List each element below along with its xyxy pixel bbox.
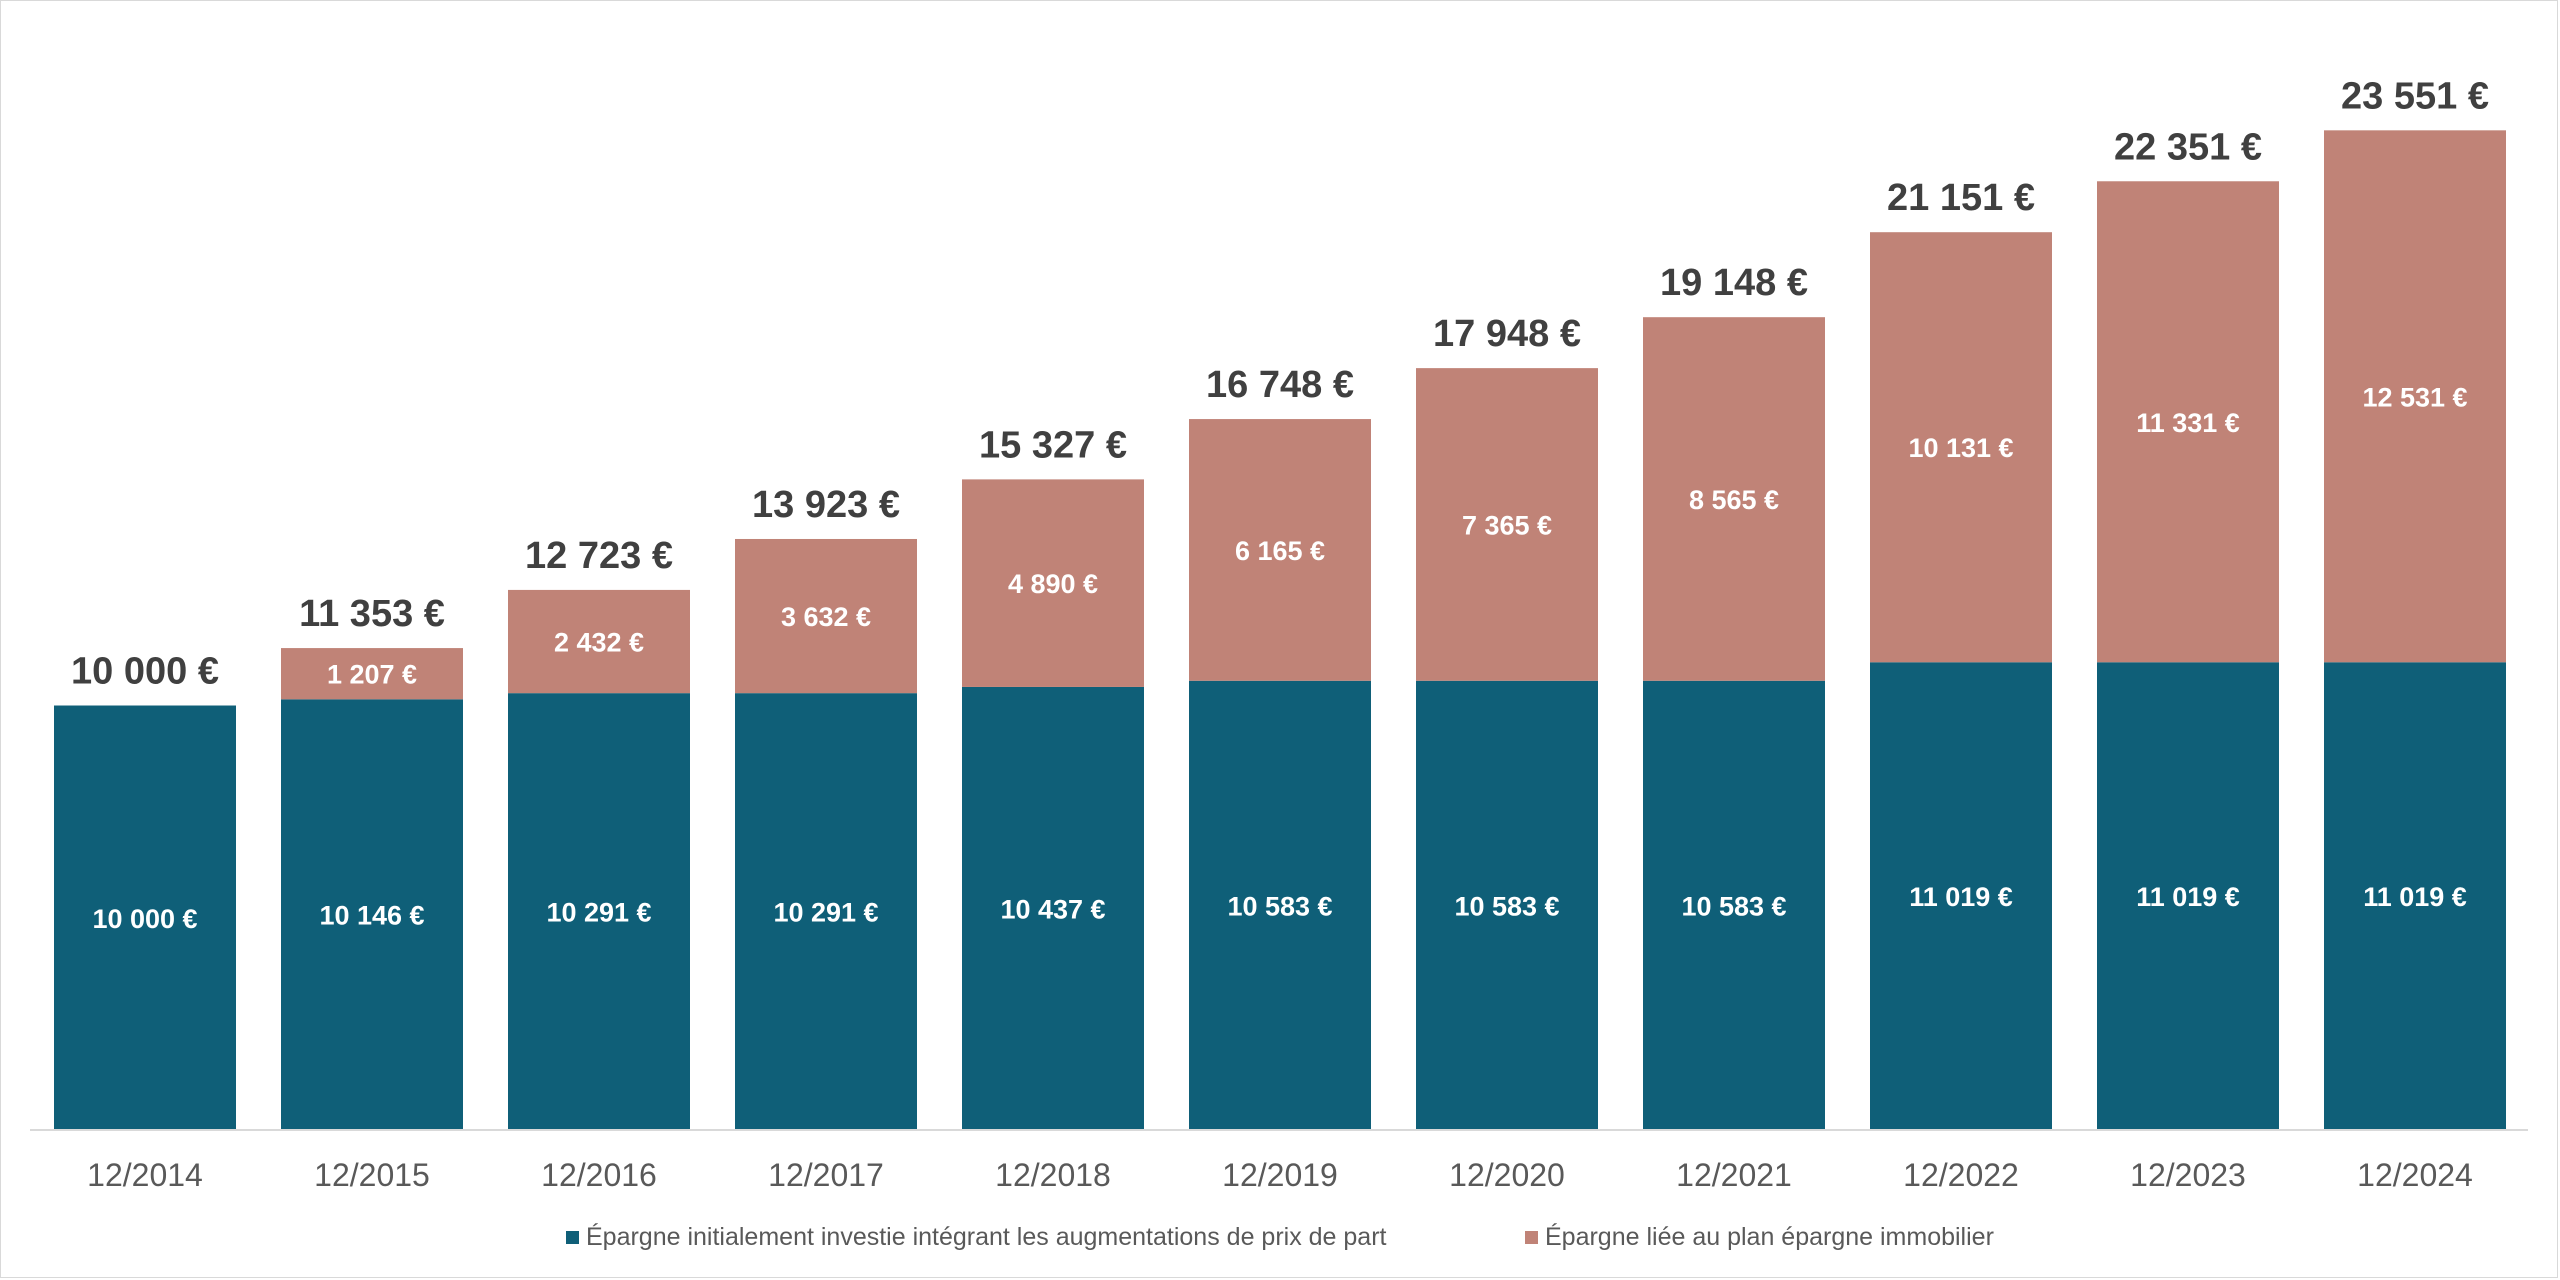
bar-total-label: 13 923 € <box>752 484 900 526</box>
bar-total-label: 19 148 € <box>1660 262 1808 304</box>
x-tick-label: 12/2024 <box>2357 1157 2473 1193</box>
segment-value-label: 10 437 € <box>1000 894 1105 924</box>
segment-value-label: 7 365 € <box>1462 510 1552 540</box>
bar-segment-series-1 <box>54 705 236 1130</box>
segment-value-label: 10 291 € <box>773 898 878 928</box>
bar-segment-series-1 <box>1416 680 1598 1130</box>
bar-segment-series-2 <box>2324 130 2506 663</box>
x-tick-label: 12/2015 <box>314 1157 430 1193</box>
bars-group: 10 000 € 10 000 € 10 146 € 1 207 € 11 353 € 1… <box>54 75 2506 1130</box>
bar-total-label: 21 151 € <box>1887 177 2035 219</box>
x-tick-label: 12/2019 <box>1222 1157 1338 1193</box>
segment-value-label: 10 146 € <box>319 901 424 931</box>
bar-total-label: 15 327 € <box>979 424 1127 466</box>
segment-value-label: 3 632 € <box>781 602 871 632</box>
x-tick-labels: 12/2014 12/2015 12/2016 12/2017 12/2018 12/20… <box>87 1157 2473 1193</box>
bar-segment-series-1 <box>2324 662 2506 1130</box>
segment-value-label: 10 131 € <box>1908 433 2013 463</box>
segment-value-label: 11 019 € <box>1909 882 2013 912</box>
bar-segment-series-1 <box>1189 680 1371 1130</box>
x-tick-label: 12/2016 <box>541 1157 657 1193</box>
bar-segment-series-1 <box>962 686 1144 1130</box>
bar-total-label: 17 948 € <box>1433 313 1581 355</box>
legend: Épargne initialement investie intégrant … <box>566 1222 1994 1251</box>
x-tick-label: 12/2022 <box>1903 1157 2019 1193</box>
segment-value-label: 2 432 € <box>554 628 644 658</box>
bar-segment-series-1 <box>1870 662 2052 1130</box>
x-tick-label: 12/2021 <box>1676 1157 1792 1193</box>
bar-segment-series-1 <box>2097 662 2279 1130</box>
bar-segment-series-1 <box>508 693 690 1130</box>
x-tick-label: 12/2018 <box>995 1157 1111 1193</box>
bar-segment-series-2 <box>1643 317 1825 681</box>
x-tick-label: 12/2023 <box>2130 1157 2246 1193</box>
bar-segment-series-1 <box>281 699 463 1130</box>
bar-segment-series-1 <box>735 693 917 1130</box>
bar-total-label: 23 551 € <box>2341 75 2489 117</box>
legend-swatch-series-2 <box>1525 1231 1538 1244</box>
segment-value-label: 10 000 € <box>92 904 197 934</box>
segment-value-label: 6 165 € <box>1235 536 1325 566</box>
legend-swatch-series-1 <box>566 1231 579 1244</box>
legend-label-series-1: Épargne initialement investie intégrant … <box>586 1222 1387 1251</box>
x-tick-label: 12/2020 <box>1449 1157 1565 1193</box>
bar-segment-series-2 <box>508 589 690 694</box>
bar-segment-series-2 <box>1870 232 2052 663</box>
bar-segment-series-2 <box>1416 368 1598 681</box>
segment-value-label: 10 583 € <box>1454 891 1559 921</box>
segment-value-label: 1 207 € <box>327 660 417 690</box>
bar-segment-series-2 <box>735 538 917 694</box>
x-tick-label: 12/2017 <box>768 1157 884 1193</box>
legend-label-series-2: Épargne liée au plan épargne immobilier <box>1545 1222 1994 1251</box>
bar-segment-series-1 <box>1643 680 1825 1130</box>
x-tick-label: 12/2014 <box>87 1157 203 1193</box>
segment-value-label: 4 890 € <box>1008 569 1098 599</box>
bar-total-label: 22 351 € <box>2114 126 2262 168</box>
bar-total-label: 16 748 € <box>1206 364 1354 406</box>
bar-total-label: 10 000 € <box>71 651 219 693</box>
segment-value-label: 10 583 € <box>1227 891 1332 921</box>
bar-segment-series-2 <box>2097 181 2279 663</box>
segment-value-label: 11 019 € <box>2136 882 2240 912</box>
bar-total-label: 11 353 € <box>299 593 445 635</box>
segment-value-label: 8 565 € <box>1689 485 1779 515</box>
segment-value-label: 10 583 € <box>1681 891 1786 921</box>
bar-segment-series-2 <box>962 479 1144 687</box>
segment-value-label: 10 291 € <box>546 898 651 928</box>
bar-total-label: 12 723 € <box>525 535 673 577</box>
segment-value-label: 11 019 € <box>2363 882 2467 912</box>
bar-segment-series-2 <box>1189 419 1371 681</box>
segment-value-label: 11 331 € <box>2136 408 2240 438</box>
bar-segment-series-2 <box>281 648 463 700</box>
segment-value-label: 12 531 € <box>2362 382 2467 412</box>
